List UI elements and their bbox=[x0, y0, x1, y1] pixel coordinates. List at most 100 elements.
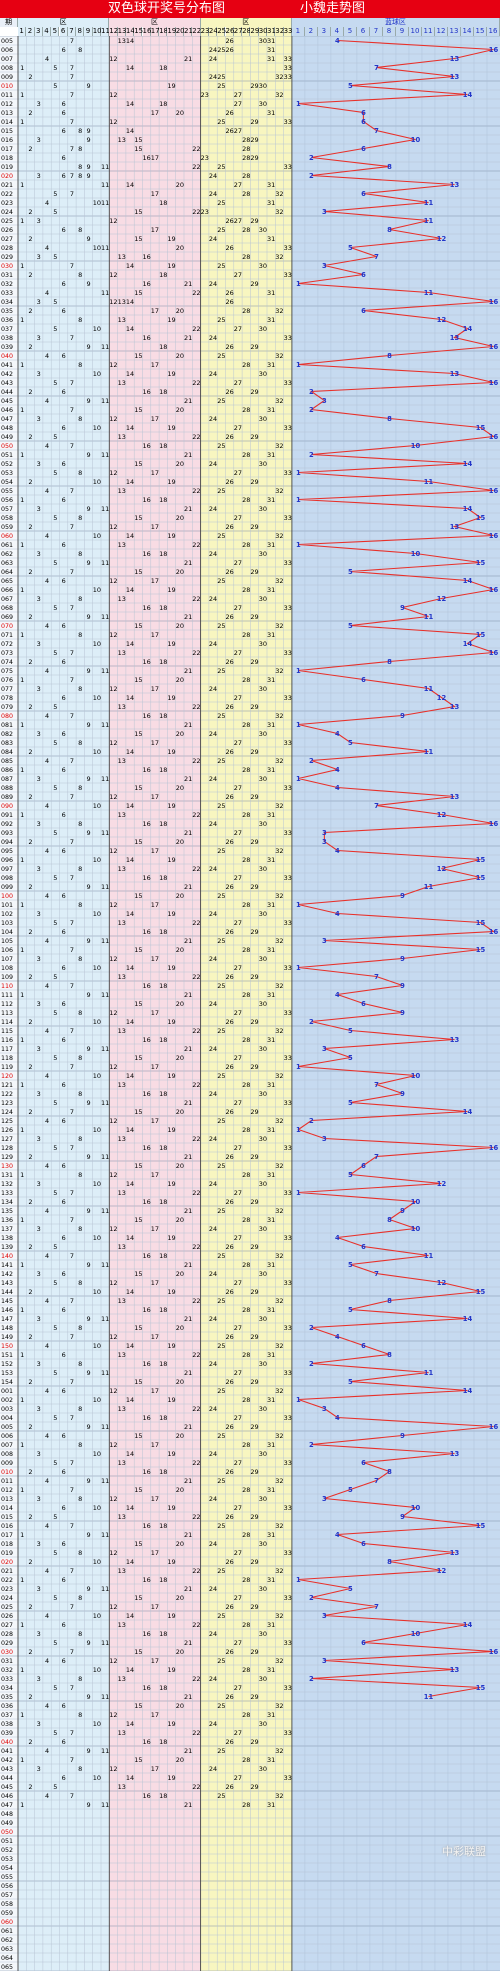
red-ball-number: 20 bbox=[176, 1216, 184, 1224]
red-ball-number: 28 bbox=[242, 586, 250, 594]
red-ball-number: 8 bbox=[78, 361, 82, 369]
red-ball-number: 5 bbox=[53, 1513, 57, 1521]
blue-ball-number: 5 bbox=[348, 622, 353, 630]
period-label: 110 bbox=[1, 983, 13, 990]
red-ball-number: 26 bbox=[226, 1603, 234, 1611]
red-ball-number: 29 bbox=[250, 928, 258, 936]
red-ball-number: 33 bbox=[284, 379, 292, 387]
red-ball-number: 31 bbox=[267, 541, 275, 549]
period-label: 020 bbox=[1, 173, 13, 180]
red-ball-number: 15 bbox=[134, 460, 142, 468]
red-ball-number: 19 bbox=[167, 802, 175, 810]
red-ball-number: 11 bbox=[101, 1693, 109, 1701]
red-ball-number: 32 bbox=[275, 1702, 283, 1710]
red-ball-number: 17 bbox=[151, 847, 159, 855]
red-ball-number: 28 bbox=[242, 154, 250, 162]
period-label: 150 bbox=[1, 1343, 13, 1350]
period-label: 061 bbox=[1, 1928, 13, 1935]
red-ball-number: 27 bbox=[234, 1324, 242, 1332]
blue-ball-number: 13 bbox=[450, 181, 460, 189]
red-ball-number: 27 bbox=[234, 1054, 242, 1062]
red-ball-number: 5 bbox=[53, 874, 57, 882]
red-ball-number: 30 bbox=[259, 1585, 267, 1593]
red-ball-number: 17 bbox=[151, 226, 159, 234]
blue-ball-number: 2 bbox=[309, 154, 314, 162]
period-label: 068 bbox=[1, 605, 13, 612]
red-ball-number: 33 bbox=[284, 1774, 292, 1782]
period-label: 086 bbox=[1, 767, 13, 774]
red-ball-number: 12 bbox=[109, 577, 117, 585]
period-label: 009 bbox=[1, 1460, 13, 1467]
red-ball-number: 16 bbox=[143, 154, 151, 162]
red-ball-number: 6 bbox=[62, 280, 66, 288]
period-label: 089 bbox=[1, 794, 13, 801]
red-ball-number: 13 bbox=[118, 1729, 126, 1737]
red-ball-number: 20 bbox=[176, 109, 184, 117]
red-ball-number: 20 bbox=[176, 1486, 184, 1494]
red-ball-number: 30 bbox=[259, 1450, 267, 1458]
red-ball-number: 6 bbox=[62, 460, 66, 468]
red-ball-number: 29 bbox=[250, 613, 258, 621]
red-ball-number: 15 bbox=[134, 235, 142, 243]
period-label: 058 bbox=[1, 1901, 13, 1908]
red-ball-number: 29 bbox=[250, 1108, 258, 1116]
period-label: 032 bbox=[1, 281, 13, 288]
red-ball-number: 6 bbox=[62, 307, 66, 315]
red-ball-number: 2 bbox=[28, 478, 32, 486]
period-label: 033 bbox=[1, 290, 13, 297]
red-ball-number: 4 bbox=[45, 1792, 49, 1800]
red-ball-number: 32 bbox=[275, 1432, 283, 1440]
red-ball-number: 4 bbox=[45, 397, 49, 405]
period-label: 120 bbox=[1, 1073, 13, 1080]
blue-ball-number: 1 bbox=[296, 541, 301, 549]
red-ball-number: 32 bbox=[275, 622, 283, 630]
red-ball-number: 5 bbox=[53, 649, 57, 657]
red-ball-number: 24 bbox=[209, 775, 217, 783]
red-ball-number: 26 bbox=[226, 703, 234, 711]
red-ball-number: 12 bbox=[109, 1117, 117, 1125]
red-ball-number: 5 bbox=[53, 1459, 57, 1467]
red-ball-number: 31 bbox=[267, 631, 275, 639]
red-ball-number: 30 bbox=[259, 1000, 267, 1008]
red-ball-number: 3 bbox=[37, 865, 41, 873]
red-ball-number: 21 bbox=[184, 505, 192, 513]
red-ball-number: 26 bbox=[226, 46, 234, 54]
red-number-header: 2 bbox=[26, 27, 34, 36]
red-ball-number: 29 bbox=[250, 1243, 258, 1251]
red-ball-number: 33 bbox=[284, 1369, 292, 1377]
red-ball-number: 27 bbox=[234, 1279, 242, 1287]
red-ball-number: 19 bbox=[167, 424, 175, 432]
period-label: 015 bbox=[1, 128, 13, 135]
red-ball-number: 26 bbox=[226, 523, 234, 531]
red-ball-number: 8 bbox=[78, 595, 82, 603]
red-number-header: 5 bbox=[51, 27, 59, 36]
red-ball-number: 21 bbox=[184, 1045, 192, 1053]
red-ball-number: 27 bbox=[234, 604, 242, 612]
blue-ball-number: 2 bbox=[309, 388, 314, 396]
red-ball-number: 11 bbox=[101, 1531, 109, 1539]
red-ball-number: 6 bbox=[62, 1234, 66, 1242]
period-label: 043 bbox=[1, 380, 13, 387]
blue-number-header: 13 bbox=[448, 27, 461, 36]
red-ball-number: 18 bbox=[159, 1090, 167, 1098]
red-ball-number: 6 bbox=[62, 100, 66, 108]
red-number-header: 4 bbox=[43, 27, 51, 36]
red-ball-number: 9 bbox=[86, 937, 90, 945]
red-ball-number: 6 bbox=[62, 46, 66, 54]
red-ball-number: 33 bbox=[284, 919, 292, 927]
red-ball-number: 24 bbox=[209, 460, 217, 468]
red-ball-number: 13 bbox=[118, 316, 126, 324]
red-ball-number: 18 bbox=[159, 64, 167, 72]
red-ball-number: 29 bbox=[250, 136, 258, 144]
red-ball-number: 6 bbox=[62, 541, 66, 549]
period-label: 008 bbox=[1, 1451, 13, 1458]
period-label: 045 bbox=[1, 1784, 13, 1791]
red-ball-number: 9 bbox=[86, 667, 90, 675]
red-ball-number: 11 bbox=[101, 505, 109, 513]
period-label: 077 bbox=[1, 686, 13, 693]
red-ball-number: 4 bbox=[45, 667, 49, 675]
red-ball-number: 14 bbox=[126, 127, 134, 135]
red-ball-number: 19 bbox=[167, 1774, 175, 1782]
red-ball-number: 26 bbox=[226, 1693, 234, 1701]
red-ball-number: 31 bbox=[267, 1036, 275, 1044]
